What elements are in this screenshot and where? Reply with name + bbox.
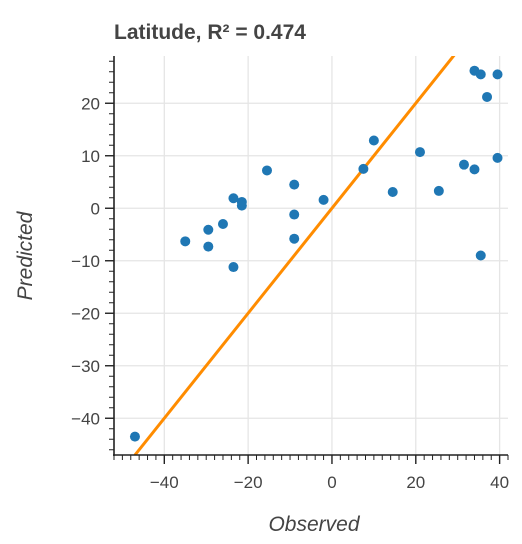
x-tick-label: −20: [234, 473, 263, 492]
data-point: [228, 262, 239, 273]
data-point: [217, 219, 228, 229]
data-point: [228, 193, 239, 204]
data-point: [387, 186, 398, 197]
x-axis-label: Observed: [268, 513, 360, 536]
x-axis-ticks: −40 −20 0 20 40: [113, 455, 509, 492]
y-axis-ticks: −40 −30 −20 −10 0 10 20: [71, 60, 114, 451]
y-tick-label: 20: [81, 94, 100, 113]
x-tick-label: 0: [327, 473, 336, 492]
x-tick-label: −40: [150, 473, 179, 492]
data-point: [236, 200, 247, 211]
data-point: [482, 91, 493, 102]
data-point: [289, 233, 300, 244]
data-point: [180, 236, 191, 247]
x-tick-label: 20: [406, 473, 425, 492]
y-tick-label: −30: [71, 357, 100, 376]
y-tick-label: 0: [91, 199, 100, 218]
grid: [114, 56, 508, 455]
data-point: [203, 224, 214, 235]
data-point: [129, 431, 140, 442]
axes: [113, 56, 508, 456]
chart-title: Latitude, R² = 0.474: [114, 21, 306, 44]
y-tick-label: −10: [71, 252, 100, 271]
data-point: [469, 164, 480, 175]
y-tick-label: −20: [71, 304, 100, 323]
data-point: [433, 185, 444, 196]
x-tick-label: 40: [490, 473, 509, 492]
identity-line-layer: [133, 56, 456, 455]
data-point: [203, 241, 214, 252]
data-point: [475, 250, 486, 261]
y-tick-label: 10: [81, 147, 100, 166]
y-axis-label: Predicted: [14, 210, 37, 300]
data-point: [414, 147, 425, 158]
data-point: [458, 159, 469, 170]
data-point: [368, 135, 379, 146]
data-point: [475, 69, 486, 80]
data-point: [261, 165, 272, 176]
data-point: [318, 194, 329, 205]
data-point: [289, 179, 300, 190]
data-point: [492, 152, 503, 163]
data-point: [289, 209, 300, 220]
points-layer: [129, 65, 503, 442]
data-point: [358, 163, 369, 174]
data-point: [492, 69, 503, 80]
identity-line: [133, 56, 456, 455]
y-tick-label: −40: [71, 409, 100, 428]
